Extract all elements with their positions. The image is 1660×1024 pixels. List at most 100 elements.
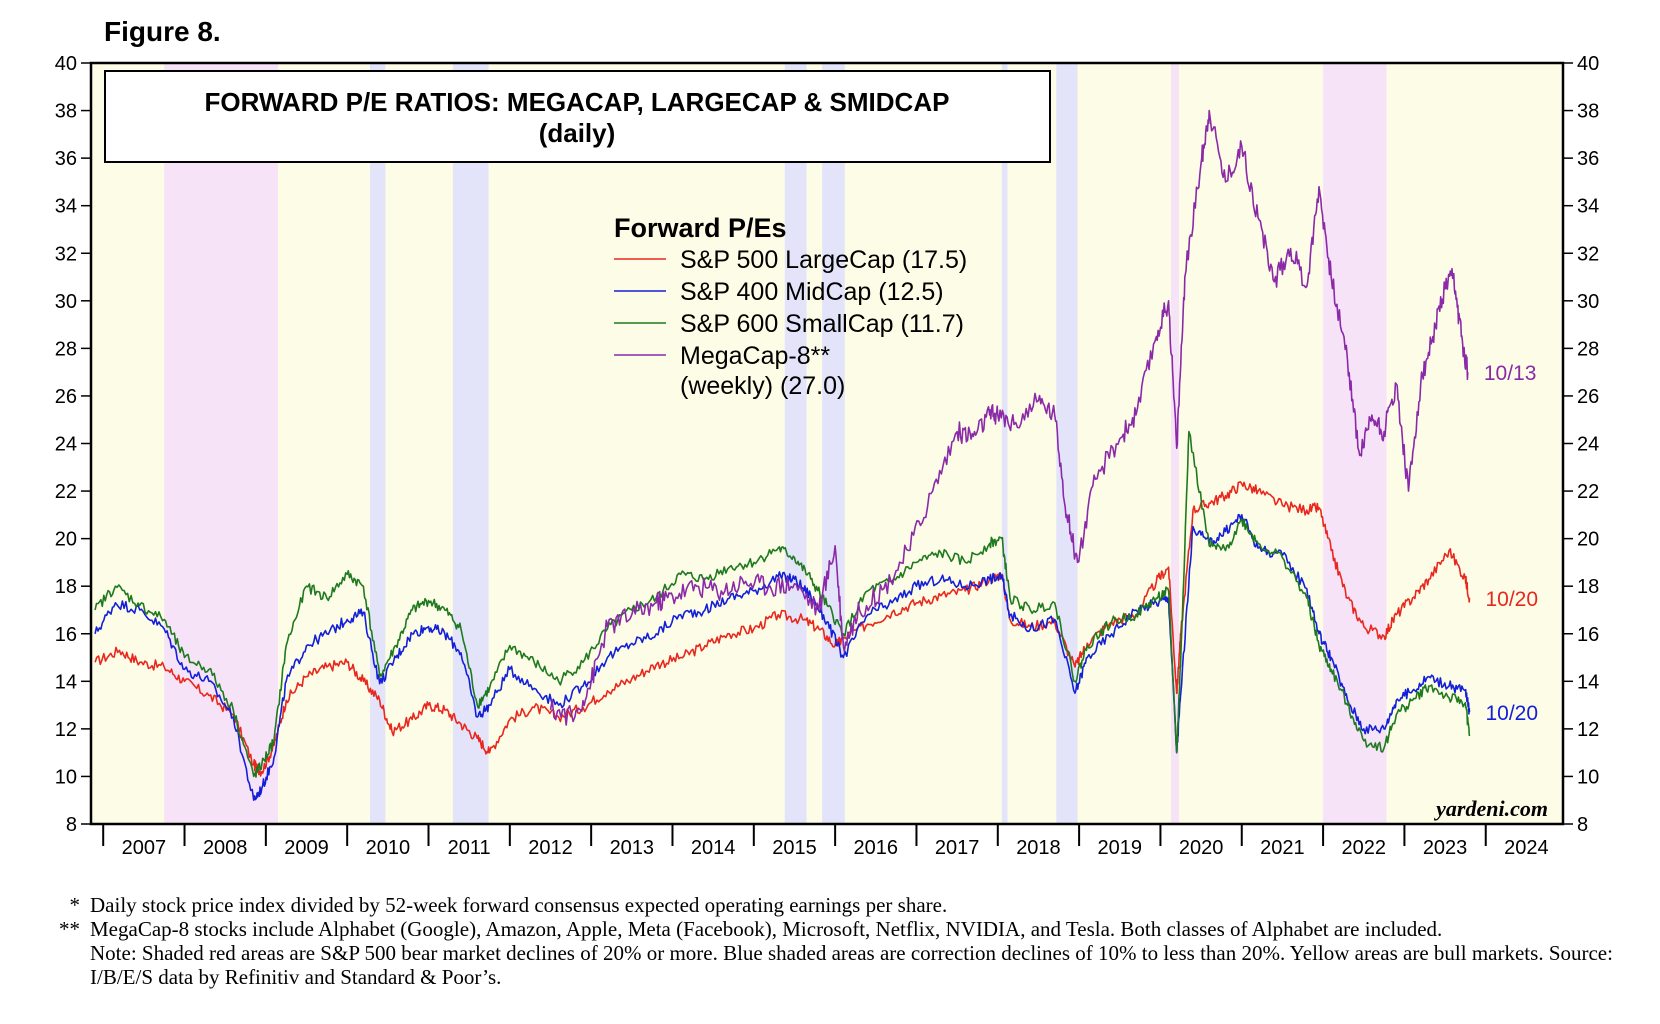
footnote-2-mark: **: [59, 917, 80, 941]
series-line-megacap: [549, 109, 1469, 726]
shade-bear-17: [1323, 63, 1387, 824]
ytick-label-right: 38: [1577, 101, 1599, 123]
ytick-label-right: 8: [1577, 814, 1588, 836]
xtick-label: 2009: [284, 837, 329, 859]
shade-bull-2: [278, 63, 370, 824]
figure-label: Figure 8.: [104, 16, 221, 47]
shade-bull-8: [806, 63, 823, 824]
ytick-label-left: 30: [55, 291, 77, 313]
ytick-label-right: 22: [1577, 481, 1599, 503]
xtick-label: 2019: [1098, 837, 1143, 859]
ytick-label-left: 14: [55, 671, 77, 693]
shade-bull-0: [91, 63, 165, 824]
ytick-label-right: 10: [1577, 766, 1599, 788]
source-credit: yardeni.com: [1433, 796, 1548, 821]
shade-bull-6: [488, 63, 785, 824]
ytick-label-right: 24: [1577, 434, 1599, 456]
footnote-1-mark: *: [69, 893, 81, 917]
xtick-label: 2022: [1342, 837, 1387, 859]
footnote-3: Note: Shaded red areas are S&P 500 bear …: [48, 941, 1628, 989]
legend-title: Forward P/Es: [614, 213, 787, 243]
ytick-label-left: 8: [66, 814, 77, 836]
ytick-label-left: 36: [55, 148, 77, 170]
ytick-label-right: 14: [1577, 671, 1599, 693]
ytick-label-right: 16: [1577, 624, 1599, 646]
ytick-label-left: 28: [55, 338, 77, 360]
ytick-label-left: 34: [55, 196, 77, 218]
xtick-label: 2023: [1423, 837, 1468, 859]
ytick-label-left: 16: [55, 624, 77, 646]
ytick-label-left: 32: [55, 243, 77, 265]
shade-bull-10: [844, 63, 1002, 824]
ytick-label-right: 34: [1577, 196, 1599, 218]
chart-title: FORWARD P/E RATIOS: MEGACAP, LARGECAP & …: [205, 87, 950, 117]
shade-bear-15: [1171, 63, 1180, 824]
ytick-label-left: 12: [55, 719, 77, 741]
xtick-label: 2024: [1504, 837, 1549, 859]
xtick-label: 2013: [610, 837, 655, 859]
series-line-sp500: [94, 481, 1471, 777]
footnote-3-mark: [48, 941, 90, 989]
shade-bull-4: [385, 63, 453, 824]
footnote-3-text: Note: Shaded red areas are S&P 500 bear …: [90, 941, 1613, 989]
xtick-label: 2016: [854, 837, 899, 859]
ytick-label-left: 26: [55, 386, 77, 408]
ytick-label-right: 18: [1577, 576, 1599, 598]
legend-label-megacap: MegaCap-8** (weekly) (27.0): [680, 342, 845, 400]
ytick-label-left: 38: [55, 101, 77, 123]
shade-correction-11: [1001, 63, 1008, 824]
shade-correction-3: [369, 63, 386, 824]
series-line-sp600: [94, 430, 1471, 778]
xtick-label: 2017: [935, 837, 980, 859]
xtick-label: 2018: [1016, 837, 1061, 859]
xtick-label: 2008: [203, 837, 248, 859]
ytick-label-right: 26: [1577, 386, 1599, 408]
ytick-label-left: 18: [55, 576, 77, 598]
legend-label-sp500: S&P 500 LargeCap (17.5): [680, 246, 967, 274]
xtick-label: 2012: [528, 837, 573, 859]
xtick-label: 2010: [366, 837, 411, 859]
ytick-label-right: 32: [1577, 243, 1599, 265]
ytick-label-right: 28: [1577, 338, 1599, 360]
shade-bull-16: [1179, 63, 1324, 824]
end-label-sp400: 10/20: [1485, 702, 1538, 725]
chart-subtitle: (daily): [539, 118, 616, 148]
ytick-label-left: 20: [55, 529, 77, 551]
ytick-label-left: 40: [55, 53, 77, 75]
ytick-label-right: 20: [1577, 529, 1599, 551]
end-labels: 10/20 10/20 10/13: [1484, 362, 1538, 725]
footnote-2: ** MegaCap-8 stocks include Alphabet (Go…: [48, 917, 1628, 941]
shade-bull-12: [1007, 63, 1057, 824]
legend-label-sp600: S&P 600 SmallCap (11.7): [680, 310, 964, 338]
xtick-label: 2015: [772, 837, 817, 859]
footnotes: * Daily stock price index divided by 52-…: [48, 893, 1628, 989]
shaded-periods: [91, 63, 1563, 824]
ytick-label-right: 40: [1577, 53, 1599, 75]
shade-bear-1: [164, 63, 279, 824]
footnote-1-text: Daily stock price index divided by 52-we…: [90, 893, 948, 917]
ytick-label-left: 10: [55, 766, 77, 788]
title-box: FORWARD P/E RATIOS: MEGACAP, LARGECAP & …: [104, 70, 1051, 163]
end-label-sp500: 10/20: [1485, 588, 1538, 611]
shade-correction-9: [822, 63, 845, 824]
shade-bull-14: [1077, 63, 1172, 824]
end-label-megacap: 10/13: [1484, 362, 1537, 385]
xtick-label: 2007: [122, 837, 167, 859]
series-lines: [94, 109, 1471, 802]
ytick-label-right: 12: [1577, 719, 1599, 741]
xtick-label: 2021: [1260, 837, 1305, 859]
ytick-label-right: 30: [1577, 291, 1599, 313]
xtick-label: 2020: [1179, 837, 1224, 859]
ytick-label-left: 24: [55, 434, 77, 456]
xtick-label: 2014: [691, 837, 736, 859]
shade-correction-13: [1056, 63, 1078, 824]
legend-label-sp400: S&P 400 MidCap (12.5): [680, 278, 944, 306]
ytick-label-left: 22: [55, 481, 77, 503]
ytick-label-right: 36: [1577, 148, 1599, 170]
footnote-2-text: MegaCap-8 stocks include Alphabet (Googl…: [90, 917, 1443, 941]
footnote-1: * Daily stock price index divided by 52-…: [48, 893, 1628, 917]
shade-correction-7: [784, 63, 807, 824]
xtick-label: 2011: [448, 837, 491, 859]
